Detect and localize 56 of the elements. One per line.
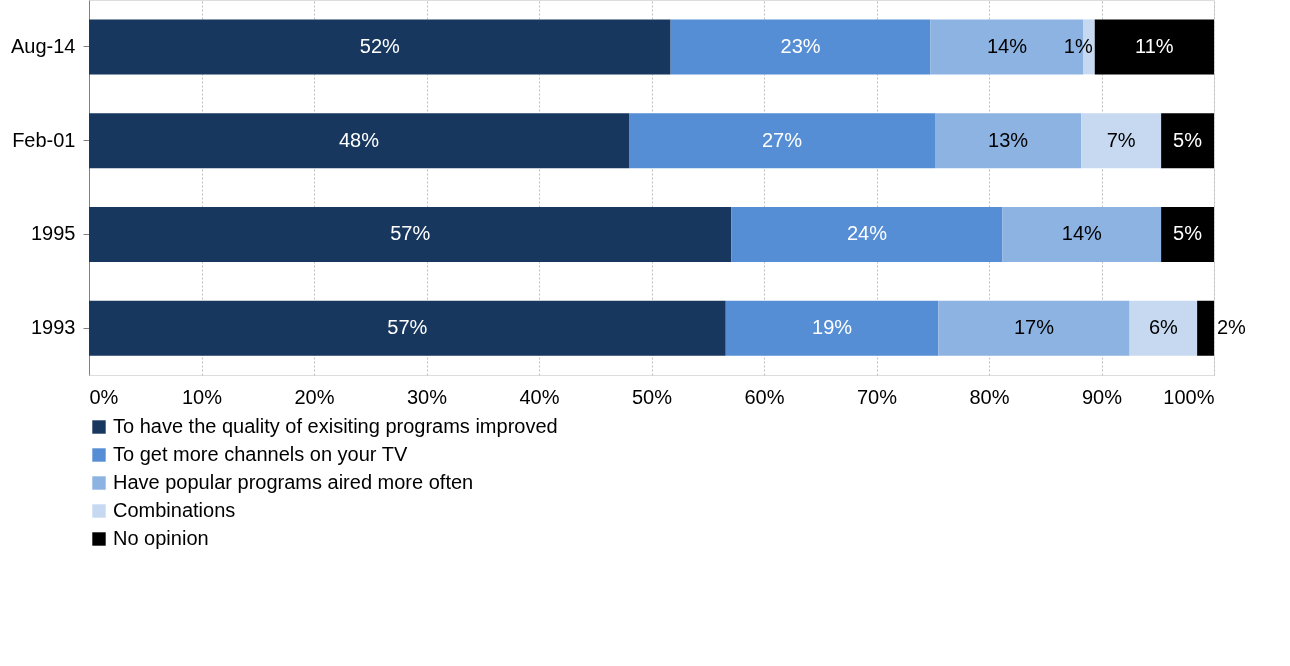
x-tick-label: 50% xyxy=(631,385,673,408)
bar xyxy=(1161,113,1214,169)
x-tick-label: 70% xyxy=(856,385,898,408)
data-label: 23% xyxy=(780,34,821,57)
data-label: 24% xyxy=(846,222,888,245)
x-tick-label: 30% xyxy=(406,385,448,408)
data-label: 2% xyxy=(1217,316,1247,339)
data-label: 5% xyxy=(1173,128,1203,151)
data-label: 14% xyxy=(986,34,1028,57)
data-label: 7% xyxy=(1106,128,1136,151)
x-tick-label: 90% xyxy=(1081,385,1123,408)
data-label: 27% xyxy=(761,128,803,151)
bar xyxy=(89,113,629,169)
data-label: 14% xyxy=(1061,222,1103,245)
x-tick-label: 100% xyxy=(1163,385,1215,408)
bar xyxy=(1081,113,1162,169)
bar xyxy=(725,300,939,356)
data-label: 52% xyxy=(359,34,401,57)
bar xyxy=(938,300,1130,356)
bar xyxy=(89,206,732,262)
legend-label: To have the quality of exisiting programs improved xyxy=(113,415,558,437)
data-label: 17% xyxy=(1013,316,1055,339)
data-label: 1% xyxy=(1063,34,1093,57)
bar xyxy=(1002,206,1162,262)
x-tick-label: 0% xyxy=(89,385,119,408)
bar xyxy=(1197,300,1214,356)
data-label: 48% xyxy=(338,128,380,151)
bar xyxy=(1094,19,1214,75)
data-label: 19% xyxy=(812,316,853,339)
x-tick-label: 60% xyxy=(744,385,785,408)
data-label: 5% xyxy=(1173,222,1203,245)
data-label: 11% xyxy=(1135,34,1174,57)
bar xyxy=(731,206,1003,262)
bar xyxy=(1161,206,1214,262)
data-label: 6% xyxy=(1148,316,1179,339)
data-label: 57% xyxy=(387,316,428,339)
bar xyxy=(935,113,1082,169)
bar xyxy=(89,19,671,75)
x-tick-label: 80% xyxy=(969,385,1010,408)
data-label: 57% xyxy=(390,222,431,245)
bar xyxy=(1129,300,1198,356)
x-tick-label: 40% xyxy=(519,385,560,408)
bar xyxy=(89,300,726,356)
y-tick-label: Aug-14 xyxy=(11,34,76,57)
legend-label: Combinations xyxy=(113,499,236,521)
bar xyxy=(629,113,935,169)
bar xyxy=(670,19,931,75)
y-tick-label: 1993 xyxy=(31,316,76,339)
data-label: 13% xyxy=(988,128,1029,151)
x-tick-label: 20% xyxy=(294,385,335,408)
legend-label: To get more channels on your TV xyxy=(113,443,408,465)
y-tick-label: Feb-01 xyxy=(12,128,76,151)
legend-label: Have popular programs aired more often xyxy=(113,471,474,493)
legend-label: No opinion xyxy=(113,527,209,549)
x-tick-label: 10% xyxy=(181,385,223,408)
y-tick-label: 1995 xyxy=(31,222,76,245)
